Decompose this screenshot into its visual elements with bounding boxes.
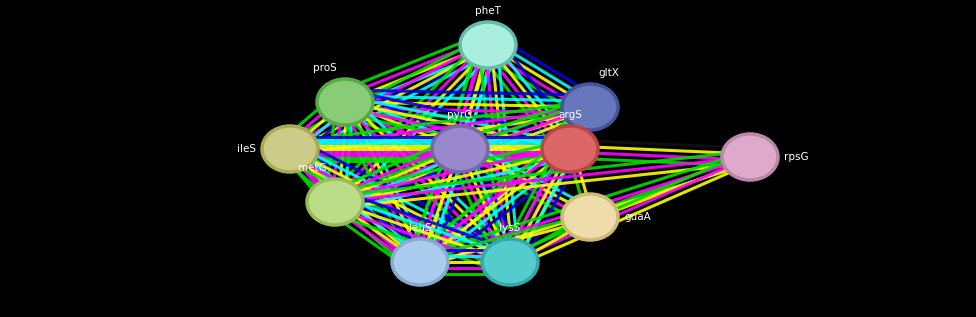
Ellipse shape bbox=[262, 126, 318, 172]
Text: ileS: ileS bbox=[237, 144, 256, 154]
Text: pheT: pheT bbox=[475, 6, 501, 16]
Ellipse shape bbox=[562, 194, 618, 240]
Text: leuS: leuS bbox=[409, 223, 431, 233]
Ellipse shape bbox=[317, 79, 373, 125]
Ellipse shape bbox=[722, 134, 778, 180]
Ellipse shape bbox=[460, 22, 516, 68]
Text: lysS: lysS bbox=[500, 223, 520, 233]
Text: argS: argS bbox=[558, 110, 582, 120]
Ellipse shape bbox=[432, 126, 488, 172]
Text: metG: metG bbox=[298, 163, 327, 173]
Ellipse shape bbox=[392, 239, 448, 285]
Text: guaA: guaA bbox=[624, 212, 651, 222]
Ellipse shape bbox=[307, 179, 363, 225]
Text: gltX: gltX bbox=[598, 68, 620, 78]
Ellipse shape bbox=[562, 84, 618, 130]
Ellipse shape bbox=[482, 239, 538, 285]
Ellipse shape bbox=[542, 126, 598, 172]
Text: rpsG: rpsG bbox=[784, 152, 809, 162]
Text: pyrG: pyrG bbox=[447, 110, 472, 120]
Text: proS: proS bbox=[313, 63, 337, 73]
